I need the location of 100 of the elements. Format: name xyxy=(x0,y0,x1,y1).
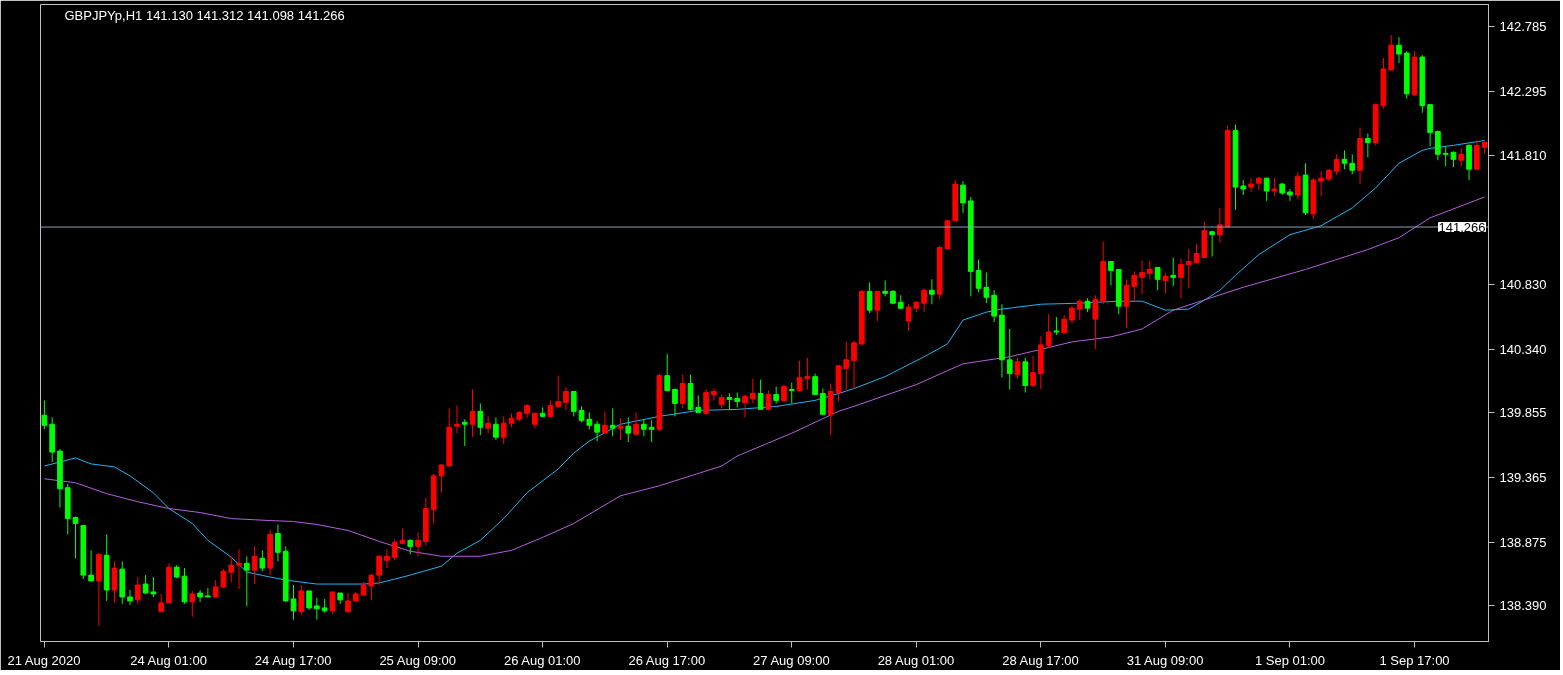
line-series xyxy=(43,196,1486,557)
candlestick xyxy=(960,180,966,214)
candlestick xyxy=(602,410,608,434)
x-tick-label: 24 Aug 17:00 xyxy=(254,652,332,668)
candlestick xyxy=(851,340,857,390)
x-tick-label: 21 Aug 2020 xyxy=(7,652,81,668)
x-tick-label: 24 Aug 01:00 xyxy=(130,652,207,668)
y-tick-label: 138.390 xyxy=(1499,598,1547,614)
candlestick xyxy=(609,407,616,437)
candlestick xyxy=(1209,230,1215,258)
x-tick-label: 28 Aug 17:00 xyxy=(1002,652,1079,668)
x-tick-label: 28 Aug 01:00 xyxy=(877,652,955,668)
candlestick xyxy=(1131,270,1138,302)
candlestick xyxy=(1162,272,1169,294)
candlestick xyxy=(749,378,756,404)
candlestick xyxy=(251,545,258,585)
candlestick xyxy=(477,402,484,436)
y-tick-label: 138.875 xyxy=(1499,534,1547,550)
candlestick xyxy=(874,290,881,322)
candlestick xyxy=(415,531,421,557)
candlestick xyxy=(555,375,562,409)
candlestick xyxy=(1473,139,1480,170)
candlestick xyxy=(1139,259,1145,295)
candlestick xyxy=(391,538,398,561)
candlestick xyxy=(298,584,305,616)
y-tick-label: 142.295 xyxy=(1499,83,1547,99)
candlestick xyxy=(259,549,266,572)
candlestick xyxy=(929,278,935,305)
candlestick xyxy=(1396,36,1402,64)
x-tick-label: 25 Aug 09:00 xyxy=(379,652,457,668)
x-tick-label: 26 Aug 17:00 xyxy=(628,652,706,668)
candlestick xyxy=(438,463,445,494)
candlestick xyxy=(1022,357,1029,393)
candlestick xyxy=(1248,177,1254,193)
candlestick xyxy=(197,589,203,603)
x-tick-label: 27 Aug 09:00 xyxy=(753,652,830,668)
candlestick xyxy=(1185,248,1192,289)
x-tick-label: 26 Aug 01:00 xyxy=(503,652,581,668)
candlestick xyxy=(1318,170,1324,197)
candlestick xyxy=(742,393,748,418)
y-tick-label: 140.340 xyxy=(1499,341,1547,357)
candlestick xyxy=(617,417,624,441)
candlestick xyxy=(189,590,196,618)
candlestick xyxy=(500,415,507,445)
candlestick xyxy=(376,554,382,586)
x-tick-label: 31 Aug 09:00 xyxy=(1126,652,1204,668)
candlestick xyxy=(1014,357,1021,380)
candlestick xyxy=(461,418,468,447)
y-tick-label: 139.365 xyxy=(1499,469,1547,485)
line-series xyxy=(43,139,1486,585)
chart-title: GBPJPYp,H1 141.130 141.312 141.098 141.266 xyxy=(64,7,345,23)
candlestick xyxy=(648,419,655,443)
candlestick xyxy=(1333,153,1340,176)
candlestick xyxy=(41,399,48,430)
candlestick xyxy=(454,404,460,434)
candlestick xyxy=(757,379,764,410)
candlestick xyxy=(205,587,211,598)
candlestick xyxy=(788,382,795,404)
y-tick-label: 139.855 xyxy=(1499,405,1547,421)
candlestick xyxy=(1045,313,1052,349)
candlestick xyxy=(1365,132,1371,158)
candlestick xyxy=(329,591,336,615)
candlestick xyxy=(991,289,997,323)
candlestick xyxy=(306,590,312,611)
candlestick xyxy=(921,287,927,313)
candlestick xyxy=(275,524,281,562)
candlestick xyxy=(672,388,678,417)
candlestick xyxy=(1349,153,1356,175)
y-tick-label: 140.830 xyxy=(1499,276,1547,292)
candlestick xyxy=(1154,266,1161,291)
candlestick xyxy=(1147,259,1153,280)
candlestick xyxy=(1108,261,1114,286)
x-tick-label: 1 Sep 17:00 xyxy=(1379,652,1450,668)
candlestick xyxy=(633,411,639,437)
candlestick xyxy=(134,576,141,605)
candlestick xyxy=(1076,298,1083,321)
candlestick xyxy=(345,592,351,614)
candlestick xyxy=(866,281,873,314)
candlestick xyxy=(1030,355,1036,388)
candlestick xyxy=(493,416,499,441)
candlestick xyxy=(1294,171,1301,200)
ref-line-label: 141.266 xyxy=(1438,219,1486,235)
candlestick xyxy=(1170,257,1177,287)
candlestick xyxy=(243,555,250,607)
candlestick xyxy=(384,548,390,569)
x-tick-label: 1 Sep 01:00 xyxy=(1254,652,1326,668)
candlestick xyxy=(1341,149,1348,170)
candlestick xyxy=(290,584,297,621)
candlestick xyxy=(314,597,320,621)
candlestick xyxy=(1092,294,1099,350)
candlestick xyxy=(469,388,476,438)
candlestick xyxy=(711,388,717,401)
candlestick xyxy=(1006,328,1013,390)
candlestick xyxy=(1435,129,1441,161)
candlestick xyxy=(820,388,826,415)
candlestick xyxy=(843,341,850,392)
candlestick xyxy=(1466,143,1472,181)
candlestick xyxy=(88,549,94,582)
candlestick xyxy=(236,548,242,590)
candlestick xyxy=(127,589,133,606)
